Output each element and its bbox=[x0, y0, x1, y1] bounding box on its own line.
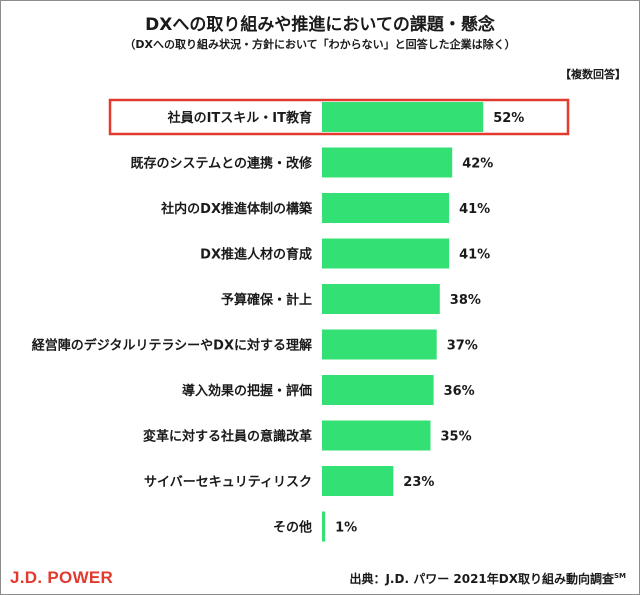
category-label: その他 bbox=[273, 520, 312, 536]
category-label: 経営陣のデジタルリテラシーやDXに対する理解 bbox=[32, 338, 312, 354]
source-text: 出典：J.D. パワー 2021年DX取り組み動向調査 bbox=[349, 572, 614, 586]
value-label: 23% bbox=[403, 475, 434, 490]
source-citation: 出典：J.D. パワー 2021年DX取り組み動向調査SM bbox=[349, 570, 626, 587]
value-label: 37% bbox=[447, 339, 478, 354]
bar bbox=[322, 329, 437, 360]
bar bbox=[322, 238, 450, 269]
bar bbox=[322, 284, 440, 314]
category-label: 社内のDX推進体制の構築 bbox=[160, 201, 313, 217]
value-label: 35% bbox=[441, 430, 472, 445]
bar bbox=[322, 420, 431, 451]
value-label: 38% bbox=[450, 293, 481, 308]
category-label: 変革に対する社員の意識改革 bbox=[143, 429, 312, 445]
jd-power-logo: J.D. POWER bbox=[10, 568, 114, 587]
bar bbox=[322, 193, 450, 223]
multiple-answer-note: 【複数回答】 bbox=[560, 68, 626, 81]
value-label: 41% bbox=[459, 248, 490, 263]
value-label: 52% bbox=[493, 111, 524, 126]
category-label: 社員のITスキル・IT教育 bbox=[167, 110, 312, 126]
service-mark: SM bbox=[613, 572, 626, 580]
bar bbox=[322, 511, 326, 542]
value-label: 42% bbox=[462, 157, 493, 172]
bar bbox=[322, 466, 394, 496]
value-label: 36% bbox=[444, 384, 475, 399]
value-label: 1% bbox=[335, 521, 357, 536]
category-label: 導入効果の把握・評価 bbox=[182, 383, 312, 399]
value-label: 41% bbox=[459, 202, 490, 217]
category-label: サイバーセキュリティリスク bbox=[144, 475, 312, 490]
bar bbox=[322, 147, 453, 178]
category-label: DX推進人材の育成 bbox=[200, 247, 312, 263]
bar bbox=[322, 102, 484, 132]
category-label: 予算確保・計上 bbox=[221, 292, 312, 308]
chart-title: DXへの取り組みや推進においての課題・懸念 bbox=[145, 15, 495, 35]
bar bbox=[322, 375, 434, 405]
chart-subtitle: （DXへの取り組み状況・方針において「わからない」と回答した企業は除く） bbox=[124, 38, 516, 51]
category-label: 既存のシステムとの連携・改修 bbox=[131, 156, 313, 172]
highlight-box bbox=[108, 98, 570, 136]
